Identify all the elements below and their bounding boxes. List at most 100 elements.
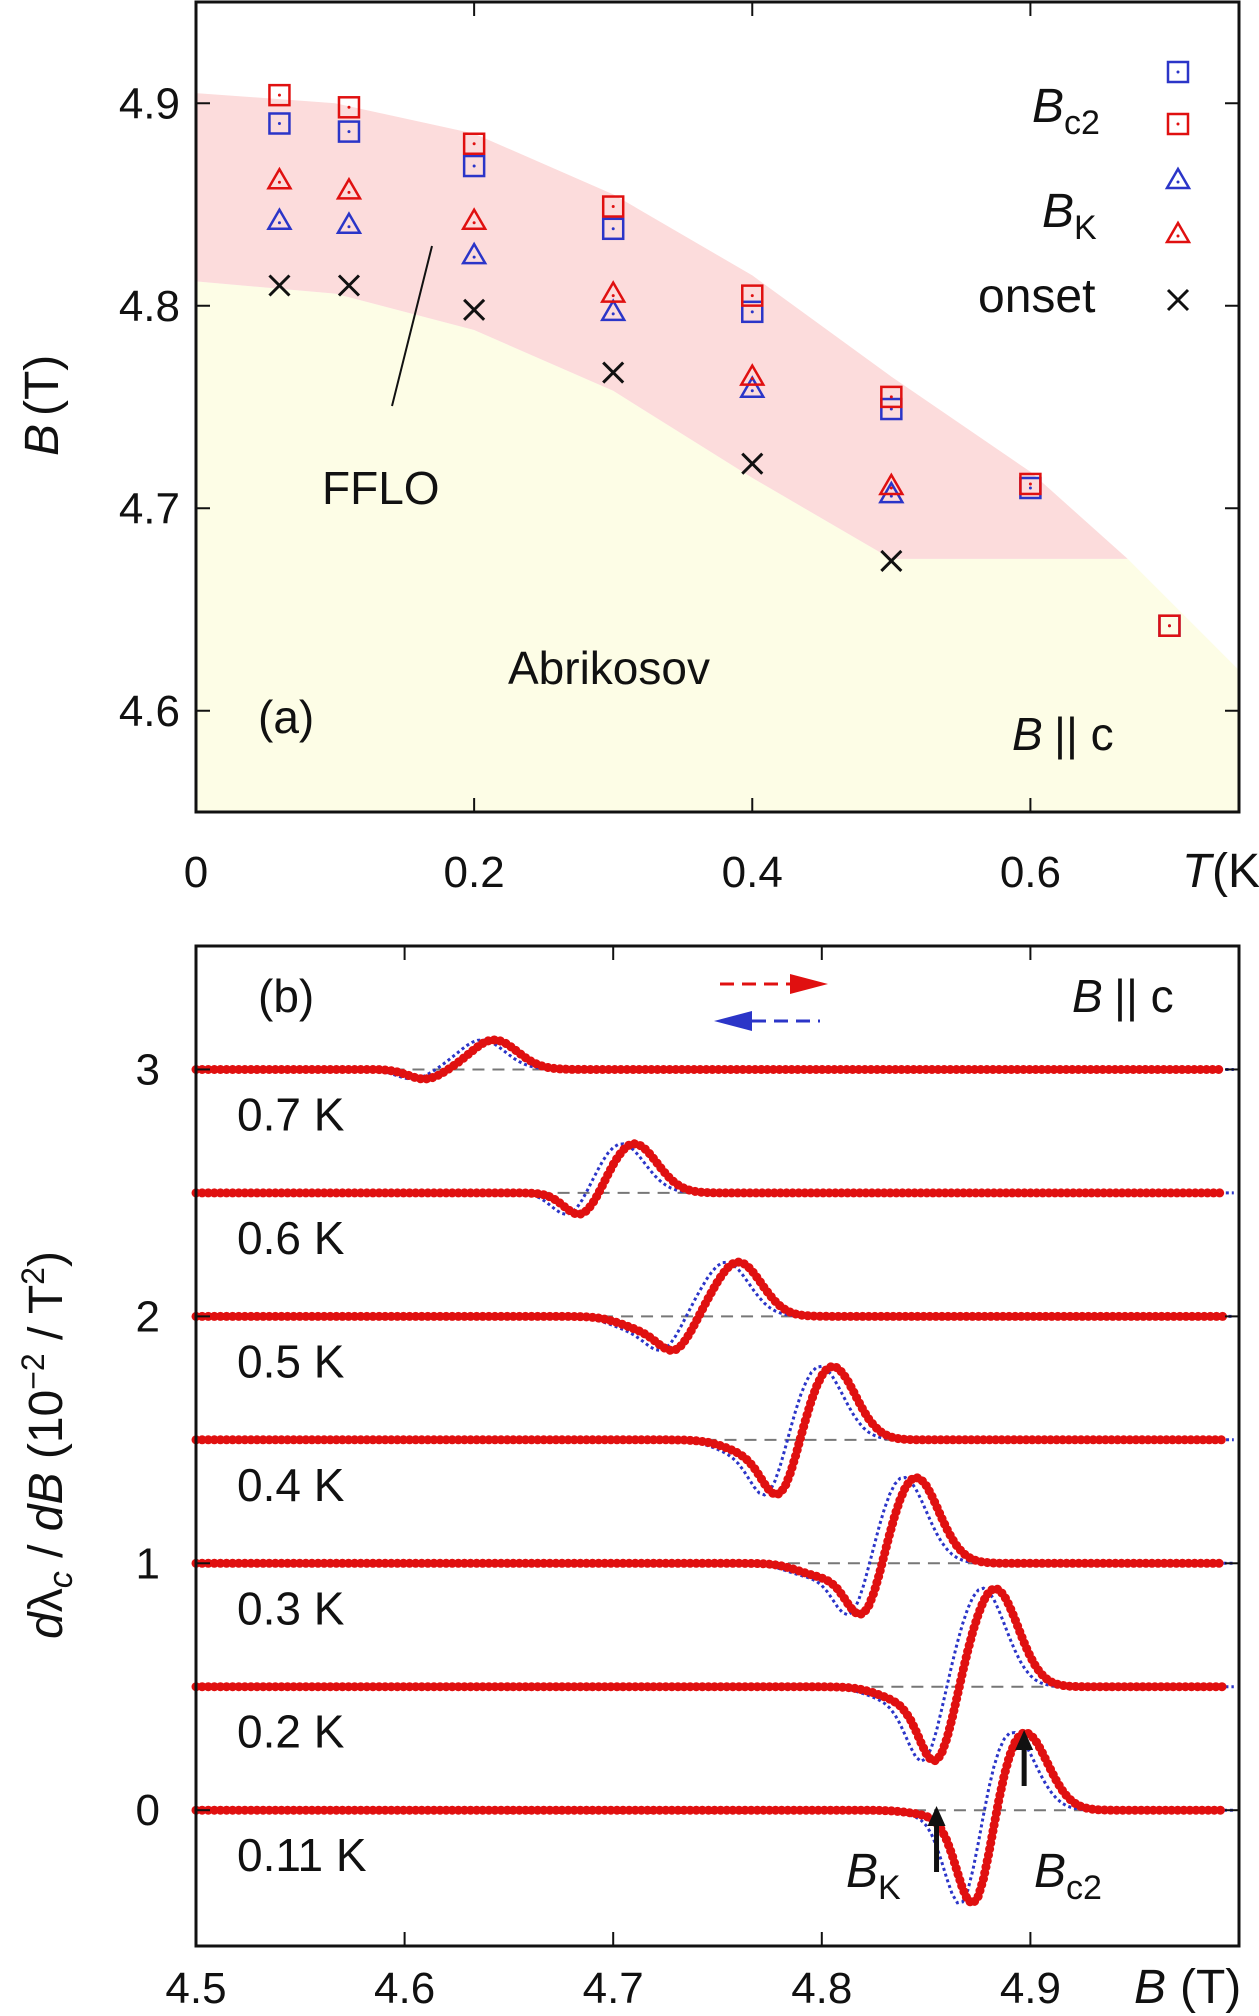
a-point-s1-3-dot bbox=[611, 205, 615, 209]
a-point-s2-5-dot bbox=[889, 494, 893, 498]
a-point-s1-1 bbox=[337, 96, 361, 119]
curve-label-2: 0.5 K bbox=[237, 1335, 345, 1387]
legend-markers bbox=[1164, 60, 1192, 312]
a-point-s3-5-dot bbox=[889, 486, 893, 490]
legend-bk-blue-marker-dot bbox=[1176, 180, 1180, 184]
a-point-s3-1-dot bbox=[347, 190, 351, 194]
a-point-s0-1-dot bbox=[347, 130, 351, 134]
curve-down-4 bbox=[196, 1475, 1234, 1617]
a-point-s0-0-dot bbox=[277, 122, 281, 125]
a-point-s3-5 bbox=[878, 472, 905, 496]
a-point-s2-5 bbox=[878, 480, 905, 504]
arrow-bk-sub: K bbox=[878, 1869, 901, 1907]
a-point-s0-2 bbox=[462, 154, 486, 178]
curve-up-2 bbox=[191, 1257, 1228, 1355]
a-point-s3-4-dot bbox=[750, 377, 754, 381]
a-point-s1-2-dot bbox=[472, 142, 476, 146]
a-point-s2-1 bbox=[335, 211, 363, 234]
curve-down-2 bbox=[196, 1260, 1234, 1352]
a-point-s3-2 bbox=[460, 207, 488, 230]
sweep-down-arrowhead bbox=[714, 1011, 752, 1031]
a-point-s2-4-dot bbox=[750, 389, 754, 393]
a-point-s4-5-b bbox=[880, 549, 903, 572]
a-y-tick-label: 4.8 bbox=[119, 282, 180, 331]
a-point-s0-3-dot bbox=[611, 227, 615, 231]
a-point-s2-3 bbox=[600, 298, 627, 322]
legend-bc2-var: B bbox=[1032, 80, 1064, 133]
y-label-a: B (T) bbox=[16, 355, 69, 456]
legend-bk-red-marker-dot bbox=[1176, 234, 1180, 238]
a-point-s0-4 bbox=[741, 300, 764, 324]
a-point-s0-2-dot bbox=[472, 164, 476, 168]
legend-onset: onset bbox=[978, 270, 1095, 323]
panel-a-frame bbox=[194, 0, 1241, 814]
a-point-s3-1 bbox=[335, 176, 363, 200]
a-point-s0-5 bbox=[880, 397, 903, 421]
a-y-tick-label: 4.9 bbox=[119, 79, 180, 128]
a-point-s2-1-dot bbox=[347, 225, 351, 229]
panel-b-frame bbox=[194, 944, 1241, 1948]
curve-label-6: 0.11 K bbox=[237, 1829, 367, 1881]
a-point-s2-2 bbox=[460, 241, 488, 265]
a-point-s1-4 bbox=[741, 284, 764, 307]
a-point-s1-5-dot bbox=[889, 395, 893, 399]
a-point-s3-0-dot bbox=[277, 180, 281, 184]
a-y-tick-label: 4.7 bbox=[119, 484, 180, 533]
curve-up-0 bbox=[191, 1035, 1228, 1084]
a-point-s2-3-dot bbox=[611, 312, 615, 316]
sweep-up-arrowhead bbox=[790, 974, 828, 994]
a-x-tick-label: 0.2 bbox=[444, 848, 505, 897]
a-point-s2-2-dot bbox=[472, 255, 476, 259]
field-note-a-rest: || c bbox=[1054, 708, 1114, 760]
a-point-s1-7-dot bbox=[1167, 624, 1171, 628]
panel-b: 4.5 4.6 4.7 4.8 4.9 0 1 2 3 0.7 K 0.6 K 0.5 K 0.4 K… bbox=[15, 944, 1241, 2014]
curve-up-3 bbox=[191, 1361, 1228, 1500]
panel-a-ticks: 0 0.2 0.4 0.6 4.6 4.7 4.8 4.9 bbox=[119, 2, 1239, 897]
legend-bk-sub: K bbox=[1074, 209, 1097, 247]
a-y-tick-label: 4.6 bbox=[119, 687, 180, 736]
curve-label-5: 0.2 K bbox=[237, 1706, 345, 1758]
b-x-tick-label: 4.5 bbox=[165, 1964, 226, 2013]
curve-up-6 bbox=[191, 1727, 1228, 1908]
b-y-tick-label: 1 bbox=[136, 1539, 160, 1588]
b-x-tick-label: 4.7 bbox=[583, 1964, 644, 2013]
b-x-tick-label: 4.8 bbox=[791, 1964, 852, 2013]
a-x-tick-label: 0.4 bbox=[722, 848, 783, 897]
a-point-s1-5 bbox=[880, 385, 903, 409]
a-point-s3-2-dot bbox=[472, 221, 476, 225]
a-point-s1-2 bbox=[462, 132, 486, 155]
a-point-s1-3 bbox=[601, 195, 625, 218]
legend-bk-blue-marker bbox=[1164, 166, 1192, 190]
b-y-tick-label: 3 bbox=[136, 1045, 160, 1094]
curve-down-1 bbox=[196, 1142, 1234, 1217]
curve-label-4: 0.3 K bbox=[237, 1582, 345, 1634]
y-label-a-var: B bbox=[16, 424, 69, 456]
arrow-bc2-sub: c2 bbox=[1066, 1869, 1102, 1907]
a-point-s1-0-dot bbox=[277, 93, 281, 97]
curve-up-4 bbox=[191, 1472, 1228, 1620]
fflo-label: FFLO bbox=[322, 462, 440, 514]
a-point-s1-6 bbox=[1019, 472, 1042, 496]
arrow-bc2-var: B bbox=[1034, 1845, 1066, 1898]
curve-label-0: 0.7 K bbox=[237, 1088, 345, 1140]
a-point-s0-4-dot bbox=[750, 310, 754, 314]
a-point-s0-6-dot bbox=[1028, 486, 1032, 490]
a-point-s4-0-b bbox=[268, 274, 291, 297]
a-point-s4-4-b bbox=[741, 452, 764, 475]
curve-label-3: 0.4 K bbox=[237, 1459, 345, 1511]
a-point-s2-0-dot bbox=[277, 221, 281, 225]
legend-bc2-red-marker bbox=[1166, 112, 1190, 136]
panel-b-ticks: 4.5 4.6 4.7 4.8 4.9 0 1 2 3 bbox=[136, 946, 1239, 2013]
x-label-a-var: T bbox=[1182, 845, 1215, 898]
legend-bk-red-marker bbox=[1164, 220, 1192, 244]
a-point-s0-0 bbox=[268, 112, 291, 135]
curve-down-5 bbox=[196, 1586, 1234, 1764]
a-point-s3-3-dot bbox=[611, 294, 615, 298]
a-point-s0-1 bbox=[337, 120, 361, 143]
legend-bc2-blue-marker bbox=[1166, 60, 1190, 84]
curve-down-3 bbox=[196, 1364, 1234, 1497]
a-point-s2-4 bbox=[739, 375, 766, 399]
field-note-b-var: B bbox=[1072, 970, 1103, 1022]
a-point-s4-2-b bbox=[463, 298, 486, 321]
a-point-s0-3 bbox=[601, 217, 625, 241]
